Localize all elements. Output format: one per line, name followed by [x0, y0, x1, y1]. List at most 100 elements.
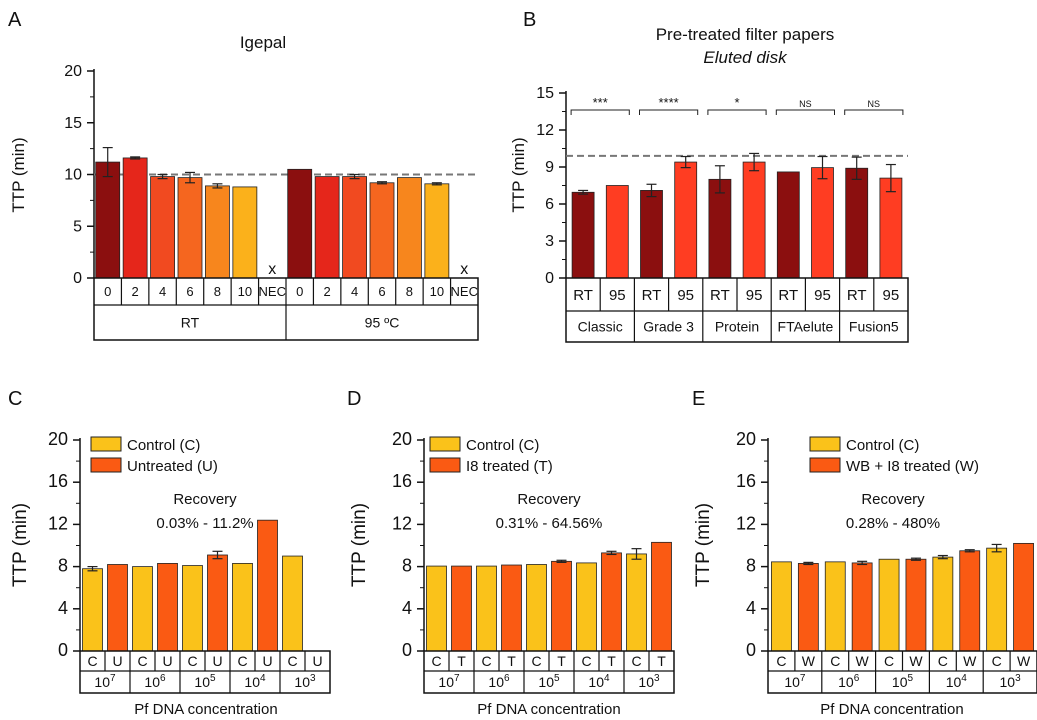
chart-d-category-label: C: [631, 653, 641, 669]
chart-b-significance-label: NS: [868, 99, 881, 109]
chart-b-bar: [674, 161, 698, 279]
chart-a-category-label: 6: [186, 284, 193, 299]
chart-b-category-label: RT: [710, 287, 730, 304]
chart-a-category-label: 4: [159, 284, 166, 299]
chart-e-bar: [797, 563, 819, 652]
chart-c-group-exponent: 6: [160, 673, 166, 684]
chart-b-group-label: Protein: [715, 319, 759, 335]
chart-c-category-label: U: [112, 653, 122, 669]
chart-b-significance-label: NS: [799, 99, 812, 109]
chart-a-category-label: 0: [104, 284, 111, 299]
chart-d-group-exponent: 3: [654, 673, 660, 684]
chart-e-category-label: W: [802, 653, 816, 669]
legend-e-swatch-control: [809, 436, 841, 452]
chart-b-group-label: Classic: [578, 319, 623, 335]
chart-b-y-tick-label: 0: [545, 270, 554, 287]
chart-c-y-tick-label: 8: [58, 556, 68, 576]
legend-d-swatch-control: [429, 436, 461, 452]
chart-b-y-tick-label: 15: [536, 85, 554, 102]
chart-d-bar: [451, 565, 472, 652]
panel-letter-a: A: [8, 9, 22, 31]
chart-b-significance-label: ****: [658, 95, 678, 110]
legend-d-label-control: Control (C): [466, 437, 539, 454]
chart-c-bar: [282, 555, 303, 652]
chart-d-category-label: C: [581, 653, 591, 669]
chart-c-group-exponent: 7: [110, 673, 116, 684]
legend-e-swatch-treated: [809, 457, 841, 473]
panel-letter-d: D: [347, 388, 361, 410]
chart-a-y-tick-label: 20: [64, 63, 82, 80]
chart-c-category-label: C: [137, 653, 147, 669]
chart-d-category-label: T: [607, 653, 616, 669]
chart-c-category-label: C: [87, 653, 97, 669]
chart-a-missing-marker: x: [268, 261, 276, 278]
chart-b-significance-label: *: [734, 95, 739, 110]
chart-c-annotation-range: 0.03% - 11.2%: [156, 515, 253, 532]
chart-a-group-label: 95 ºC: [365, 315, 400, 331]
chart-e-bar: [851, 562, 873, 652]
chart-d-bar: [601, 552, 622, 652]
chart-a-category-label: 0: [296, 284, 303, 299]
chart-c-group-exponent: 5: [210, 673, 216, 684]
chart-d-annotation-range: 0.31% - 64.56%: [496, 515, 603, 532]
chart-c-bar: [182, 565, 203, 652]
chart-b-category-label: 95: [677, 287, 694, 304]
chart-d-category-label: T: [507, 653, 516, 669]
chart-e-bar: [986, 547, 1008, 652]
chart-e-group-exponent: 6: [854, 673, 860, 684]
chart-d-category-label: C: [481, 653, 491, 669]
chart-a-bar: [177, 177, 203, 279]
chart-b-ylabel: TTP (min): [509, 137, 528, 212]
chart-c-y-tick-label: 0: [58, 640, 68, 660]
chart-b-significance-bracket: [844, 109, 904, 115]
chart-d-group-label: 103: [638, 673, 660, 690]
chart-e-group-label: 103: [1000, 673, 1022, 690]
chart-e-group-exponent: 5: [908, 673, 914, 684]
chart-e-category-label: W: [909, 653, 923, 669]
chart-a-category-label: 10: [430, 284, 444, 299]
chart-a-category-label: 2: [132, 284, 139, 299]
chart-d-y-tick-label: 4: [402, 598, 412, 618]
chart-c-bar: [257, 519, 278, 652]
chart-e-bar: [878, 558, 900, 652]
chart-b-bar: [811, 167, 834, 279]
chart-c-bar: [82, 568, 103, 652]
chart-e-category-label: C: [776, 653, 786, 669]
chart-c-y-tick-label: 4: [58, 598, 68, 618]
chart-a-y-tick-label: 5: [73, 218, 82, 235]
chart-e-y-tick-label: 0: [746, 640, 756, 660]
chart-d-bar: [576, 562, 597, 652]
legend-d-swatch-treated: [429, 457, 461, 473]
chart-b-group-label: Grade 3: [643, 319, 694, 335]
chart-b-significance-bracket: [775, 109, 835, 115]
chart-d-group-label: 106: [488, 673, 510, 690]
chart-d-group-label: 107: [438, 673, 460, 690]
chart-d-bar: [651, 541, 672, 652]
chart-e-category-label: W: [856, 653, 870, 669]
chart-b-y-tick-label: 9: [545, 159, 554, 176]
chart-d-annotation-title: Recovery: [517, 491, 581, 508]
chart-b-title: Pre-treated filter papers: [656, 25, 835, 44]
chart-e-bar: [824, 561, 846, 652]
chart-b-bar: [708, 178, 732, 279]
chart-b-bar: [776, 171, 800, 279]
chart-d-group-label: 105: [538, 673, 560, 690]
chart-c-ylabel: TTP (min): [10, 503, 31, 587]
chart-c-category-label: U: [212, 653, 222, 669]
chart-c-category-label: U: [312, 653, 322, 669]
chart-a-category-label: 2: [324, 284, 331, 299]
chart-e-y-tick-label: 20: [736, 429, 756, 449]
chart-c-category-label: C: [287, 653, 297, 669]
chart-a-ylabel: TTP (min): [9, 137, 28, 212]
chart-b-y-tick-label: 6: [545, 196, 554, 213]
chart-d-bar: [476, 565, 497, 652]
legend-c-swatch-control: [90, 436, 122, 452]
chart-b-group-label: Fusion5: [849, 319, 899, 335]
chart-e-group-label: 104: [946, 673, 968, 690]
chart-d-category-label: T: [657, 653, 666, 669]
chart-b-bar: [879, 177, 903, 279]
chart-b-significance-bracket: [707, 109, 767, 115]
chart-c-group-label: 105: [194, 673, 216, 690]
chart-d-bar: [501, 564, 522, 652]
